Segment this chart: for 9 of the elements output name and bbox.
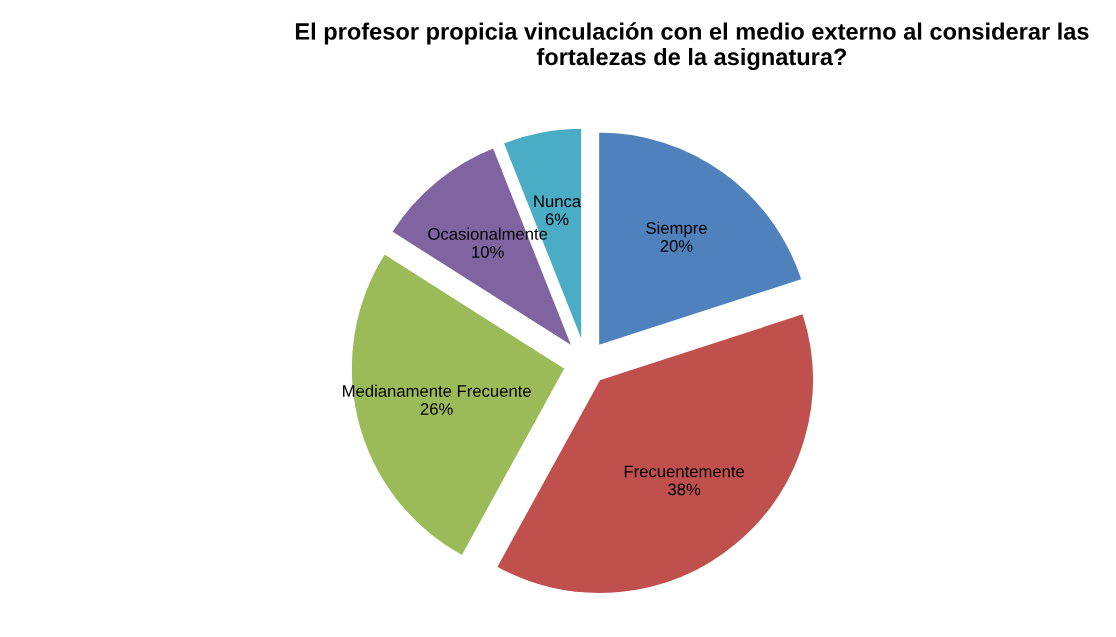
data-label: 26% xyxy=(420,403,453,415)
data-label: 10% xyxy=(472,246,504,258)
data-label: 20% xyxy=(660,240,693,252)
data-label: 38% xyxy=(668,483,701,496)
slice-label: Nunca xyxy=(534,195,582,208)
slice-label: Siempre xyxy=(646,221,707,238)
slice-label: Frecuentemente xyxy=(624,465,745,478)
data-label: 6% xyxy=(545,213,569,226)
chart-title: El profesor propicia vinculación con el medio externo al considerar las fortalezas de la asignatura? xyxy=(295,22,1089,71)
